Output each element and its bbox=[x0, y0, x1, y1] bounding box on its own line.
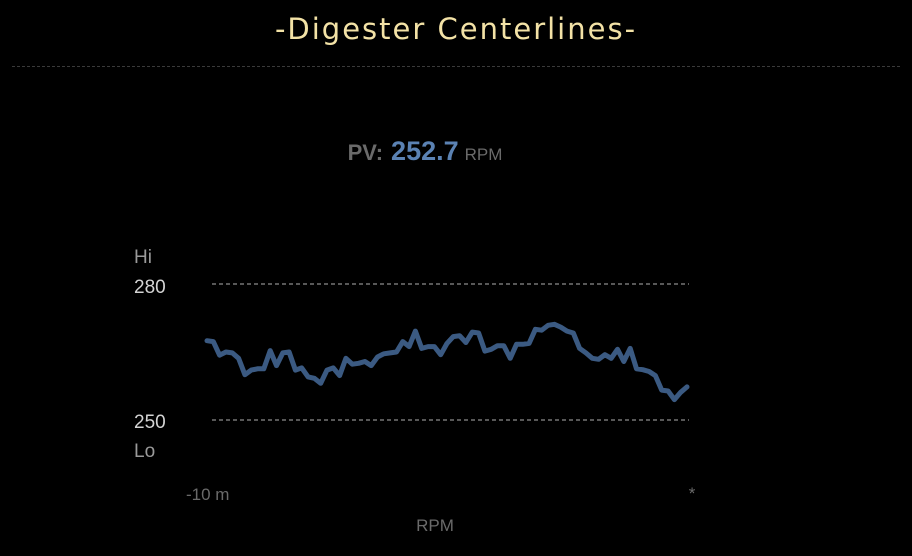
rpm-trend-line bbox=[204, 321, 690, 403]
hi-limit-label: 280 bbox=[134, 277, 166, 298]
page-title: -Digester Centerlines- bbox=[274, 12, 638, 46]
lo-label: Lo bbox=[134, 441, 155, 462]
pv-label: PV: bbox=[347, 140, 384, 165]
pv-value: 252.7 bbox=[391, 136, 459, 166]
pv-readout: PV: 252.7 RPM bbox=[0, 136, 850, 167]
x-axis-label: RPM bbox=[416, 516, 454, 535]
lo-limit-label: 250 bbox=[134, 412, 166, 433]
hi-label: Hi bbox=[134, 247, 152, 268]
title-divider bbox=[12, 66, 900, 67]
x-end-label: * bbox=[689, 484, 696, 503]
x-start-label: -10 m bbox=[186, 485, 229, 504]
pv-unit: RPM bbox=[464, 145, 503, 164]
